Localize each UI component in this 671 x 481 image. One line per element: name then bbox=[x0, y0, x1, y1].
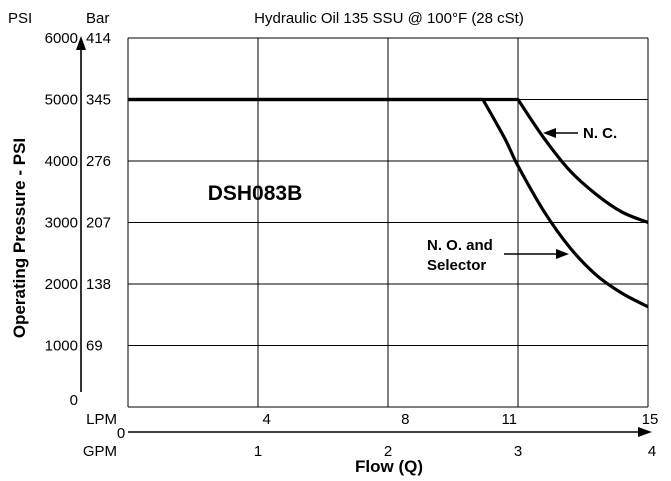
bar-tick-label: 414 bbox=[86, 30, 111, 47]
annotation-nc-arrowhead bbox=[543, 128, 556, 138]
gpm-tick-labels: 0 1 2 3 4 bbox=[117, 425, 656, 460]
chart-title: Hydraulic Oil 135 SSU @ 100°F (28 cSt) bbox=[254, 10, 524, 27]
lpm-tick-label: 11 bbox=[502, 411, 518, 428]
lpm-tick-label: 8 bbox=[401, 411, 409, 428]
model-label: DSH083B bbox=[208, 182, 303, 205]
bar-tick-label: 207 bbox=[86, 215, 111, 232]
gpm-tick-label: 1 bbox=[254, 443, 262, 460]
annotation-no-line2: Selector bbox=[427, 257, 486, 274]
lpm-tick-label: 4 bbox=[262, 411, 270, 428]
psi-tick-label: 0 bbox=[70, 392, 78, 409]
bar-tick-label: 69 bbox=[86, 338, 103, 355]
x-axis-arrowhead bbox=[638, 427, 652, 437]
lpm-tick-label: 15 bbox=[642, 411, 659, 428]
bar-tick-label: 138 bbox=[86, 276, 111, 293]
series-line-no-selector bbox=[128, 97, 649, 309]
gpm-tick-label: 2 bbox=[384, 443, 392, 460]
psi-tick-label: 2000 bbox=[45, 276, 78, 293]
annotation-no-line1: N. O. and bbox=[427, 237, 493, 254]
bar-axis-header: Bar bbox=[86, 10, 109, 27]
psi-tick-label: 3000 bbox=[45, 215, 78, 232]
psi-tick-labels: 0 1000 2000 3000 4000 5000 6000 bbox=[45, 30, 78, 409]
grid-lines bbox=[127, 37, 649, 408]
psi-axis-header: PSI bbox=[8, 10, 32, 27]
psi-tick-label: 6000 bbox=[45, 30, 78, 47]
lpm-axis-header: LPM bbox=[86, 411, 117, 428]
psi-tick-label: 5000 bbox=[45, 92, 78, 109]
bar-tick-label: 345 bbox=[86, 92, 111, 109]
gpm-tick-label: 0 bbox=[117, 425, 125, 442]
annotation-no-arrowhead bbox=[556, 249, 569, 259]
series-layer bbox=[128, 97, 649, 309]
psi-tick-label: 1000 bbox=[45, 338, 78, 355]
gpm-tick-label: 3 bbox=[514, 443, 522, 460]
gpm-axis-header: GPM bbox=[83, 443, 117, 460]
psi-tick-label: 4000 bbox=[45, 153, 78, 170]
gpm-tick-label: 4 bbox=[648, 443, 656, 460]
x-axis-title: Flow (Q) bbox=[355, 457, 423, 476]
bar-tick-labels: 69 138 207 276 345 414 bbox=[86, 30, 111, 355]
y-axis-arrowhead bbox=[76, 36, 86, 50]
series-line-nc bbox=[128, 97, 649, 224]
lpm-tick-labels: 4 8 11 15 bbox=[262, 411, 658, 428]
bar-tick-label: 276 bbox=[86, 153, 111, 170]
y-axis-title: Operating Pressure - PSI bbox=[10, 138, 29, 338]
annotation-nc: N. C. bbox=[583, 125, 617, 142]
